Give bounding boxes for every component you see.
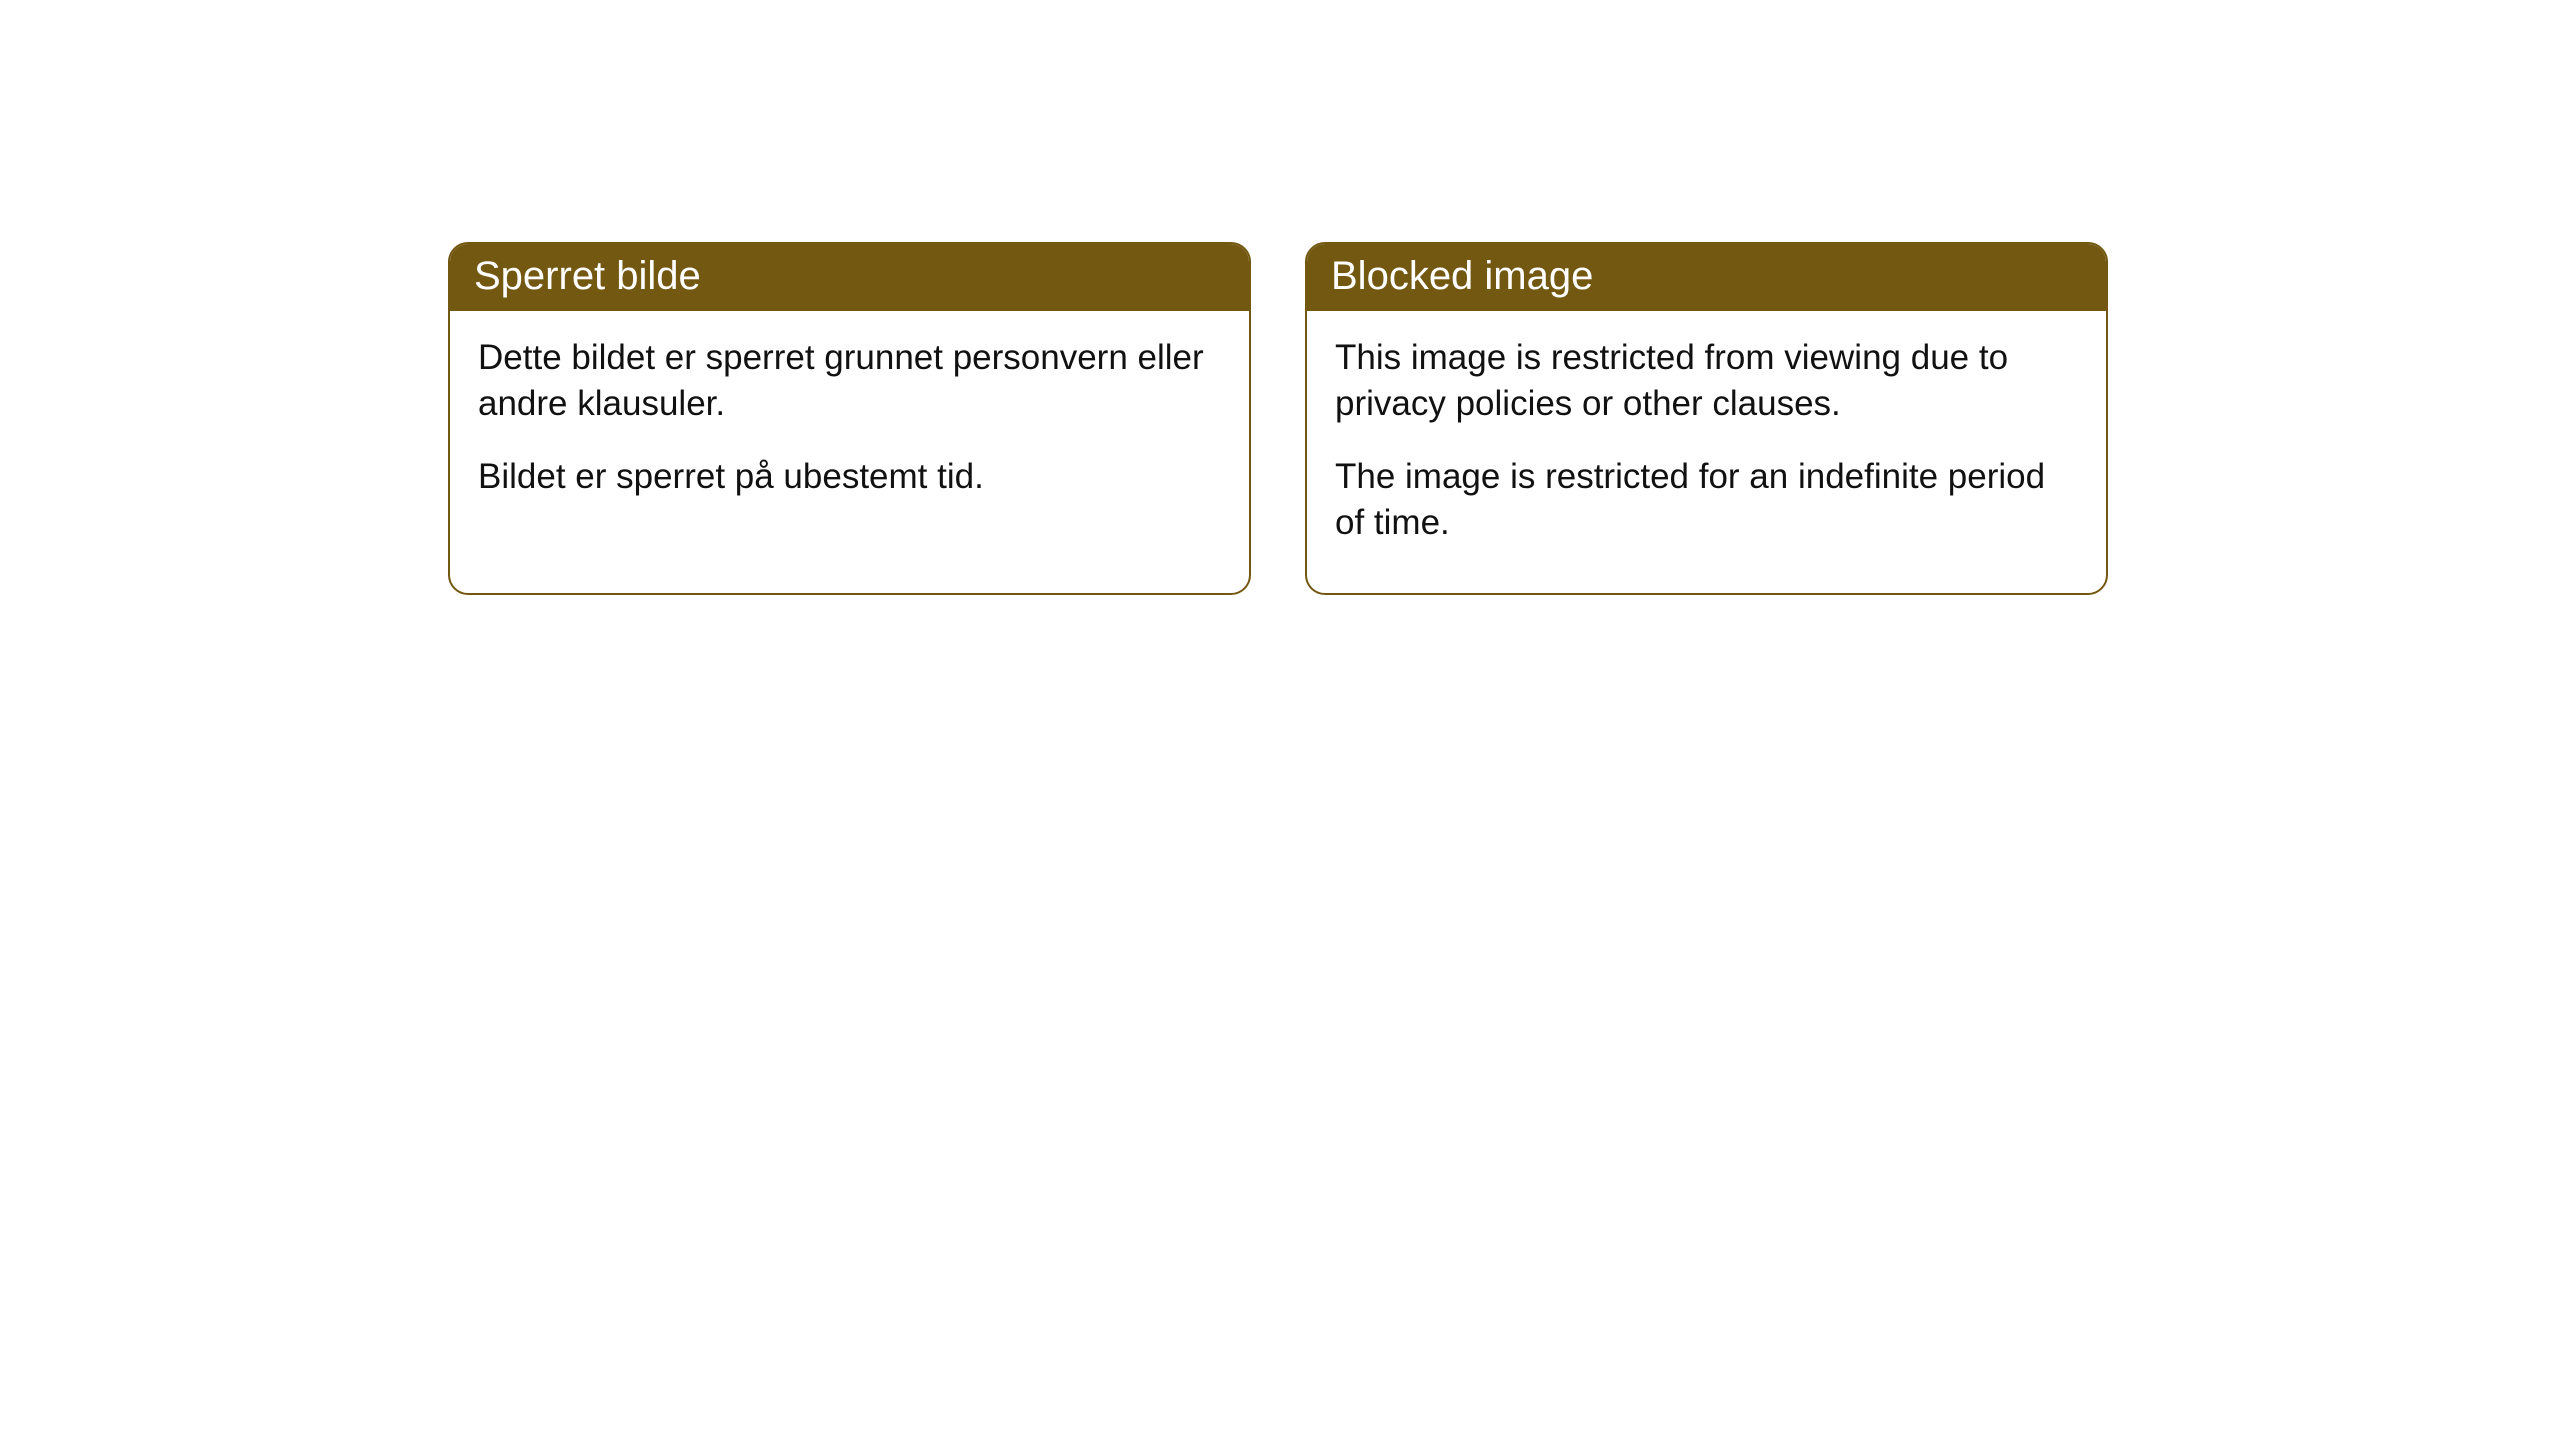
card-body: This image is restricted from viewing du…: [1307, 311, 2106, 593]
blocked-image-card-norwegian: Sperret bilde Dette bildet er sperret gr…: [448, 242, 1251, 595]
blocked-image-card-english: Blocked image This image is restricted f…: [1305, 242, 2108, 595]
card-header: Blocked image: [1307, 244, 2106, 311]
notice-paragraph-2: The image is restricted for an indefinit…: [1335, 454, 2078, 545]
card-header: Sperret bilde: [450, 244, 1249, 311]
notice-paragraph-1: Dette bildet er sperret grunnet personve…: [478, 335, 1221, 426]
notice-paragraph-1: This image is restricted from viewing du…: [1335, 335, 2078, 426]
notice-paragraph-2: Bildet er sperret på ubestemt tid.: [478, 454, 1221, 500]
card-body: Dette bildet er sperret grunnet personve…: [450, 311, 1249, 548]
notice-cards-container: Sperret bilde Dette bildet er sperret gr…: [448, 242, 2560, 595]
